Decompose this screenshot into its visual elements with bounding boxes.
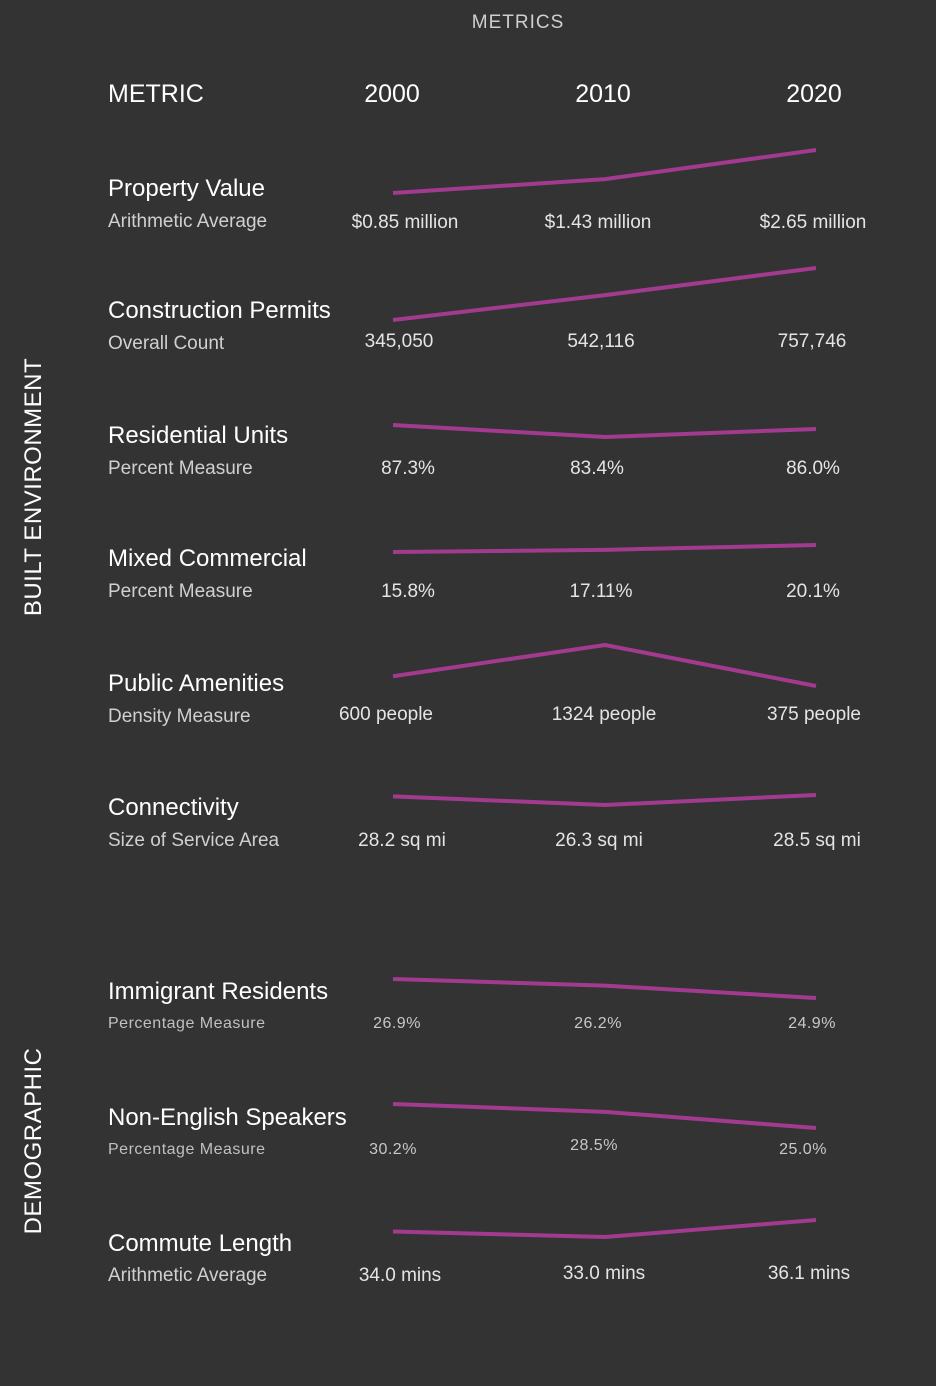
column-header-year-2010: 2010 xyxy=(575,80,631,108)
sparkline-construction-permits xyxy=(392,266,817,322)
column-header-year-2020: 2020 xyxy=(786,80,842,108)
value-label-public-amenities-2000: 600 people xyxy=(338,704,434,725)
value-label-residential-units-2020: 86.0% xyxy=(786,458,840,479)
metric-subtitle-immigrant-residents: Percentage Measure xyxy=(108,1015,266,1032)
value-label-commute-length-2000: 34.0 mins xyxy=(358,1265,442,1286)
metric-subtitle-non-english-speakers: Percentage Measure xyxy=(108,1141,266,1158)
column-header-metric: METRIC xyxy=(108,80,204,108)
value-label-property-value-2010: $1.43 million xyxy=(544,212,652,233)
value-label-construction-permits-2000: 345,050 xyxy=(364,331,434,352)
metric-name-residential-units: Residential Units xyxy=(108,422,289,449)
value-label-connectivity-2010: 26.3 sq mi xyxy=(555,830,643,851)
value-label-construction-permits-2010: 542,116 xyxy=(567,331,635,352)
metric-subtitle-commute-length: Arithmetic Average xyxy=(108,1265,268,1286)
sparkline-mixed-commercial xyxy=(392,543,817,554)
value-label-connectivity-2000: 28.2 sq mi xyxy=(358,830,446,851)
sparkline-non-english-speakers xyxy=(392,1102,817,1130)
metric-name-immigrant-residents: Immigrant Residents xyxy=(108,978,329,1005)
value-label-construction-permits-2020: 757,746 xyxy=(777,331,847,352)
value-label-public-amenities-2010: 1324 people xyxy=(551,704,657,725)
metric-name-public-amenities: Public Amenities xyxy=(108,670,285,697)
value-label-immigrant-residents-2000: 26.9% xyxy=(373,1015,421,1032)
metric-subtitle-mixed-commercial: Percent Measure xyxy=(108,581,253,602)
value-label-public-amenities-2020: 375 people xyxy=(766,704,862,725)
page-title: METRICS xyxy=(471,12,565,33)
metric-subtitle-construction-permits: Overall Count xyxy=(108,333,225,354)
value-label-mixed-commercial-2020: 20.1% xyxy=(786,581,840,602)
value-label-commute-length-2020: 36.1 mins xyxy=(767,1263,851,1284)
sparkline-residential-units xyxy=(392,423,817,439)
value-label-non-english-speakers-2010: 28.5% xyxy=(570,1137,618,1154)
metric-subtitle-connectivity: Size of Service Area xyxy=(108,830,280,851)
metric-name-connectivity: Connectivity xyxy=(108,794,239,821)
value-label-property-value-2020: $2.65 million xyxy=(759,212,867,233)
metric-subtitle-public-amenities: Density Measure xyxy=(108,706,251,727)
value-label-residential-units-2000: 87.3% xyxy=(381,458,435,479)
metric-name-construction-permits: Construction Permits xyxy=(108,297,331,324)
value-label-mixed-commercial-2010: 17.11% xyxy=(569,581,633,602)
value-label-non-english-speakers-2000: 30.2% xyxy=(369,1141,417,1158)
value-label-immigrant-residents-2010: 26.2% xyxy=(574,1015,622,1032)
metric-subtitle-residential-units: Percent Measure xyxy=(108,458,253,479)
value-label-mixed-commercial-2000: 15.8% xyxy=(381,581,435,602)
sparkline-property-value xyxy=(392,148,817,195)
value-label-connectivity-2020: 28.5 sq mi xyxy=(773,830,861,851)
value-label-property-value-2000: $0.85 million xyxy=(351,212,459,233)
value-label-residential-units-2010: 83.4% xyxy=(570,458,624,479)
metric-subtitle-property-value: Arithmetic Average xyxy=(108,211,268,232)
sparkline-immigrant-residents xyxy=(392,977,817,1000)
column-header-year-2000: 2000 xyxy=(364,80,420,108)
sparkline-commute-length xyxy=(392,1218,817,1239)
metric-name-commute-length: Commute Length xyxy=(108,1230,293,1257)
value-label-commute-length-2010: 33.0 mins xyxy=(562,1263,646,1284)
sparkline-connectivity xyxy=(392,793,817,807)
metric-name-mixed-commercial: Mixed Commercial xyxy=(108,545,307,572)
value-label-immigrant-residents-2020: 24.9% xyxy=(788,1015,836,1032)
value-label-non-english-speakers-2020: 25.0% xyxy=(779,1141,827,1158)
metric-name-property-value: Property Value xyxy=(108,175,265,202)
sparkline-public-amenities xyxy=(392,643,817,688)
metric-name-non-english-speakers: Non-English Speakers xyxy=(108,1104,347,1131)
